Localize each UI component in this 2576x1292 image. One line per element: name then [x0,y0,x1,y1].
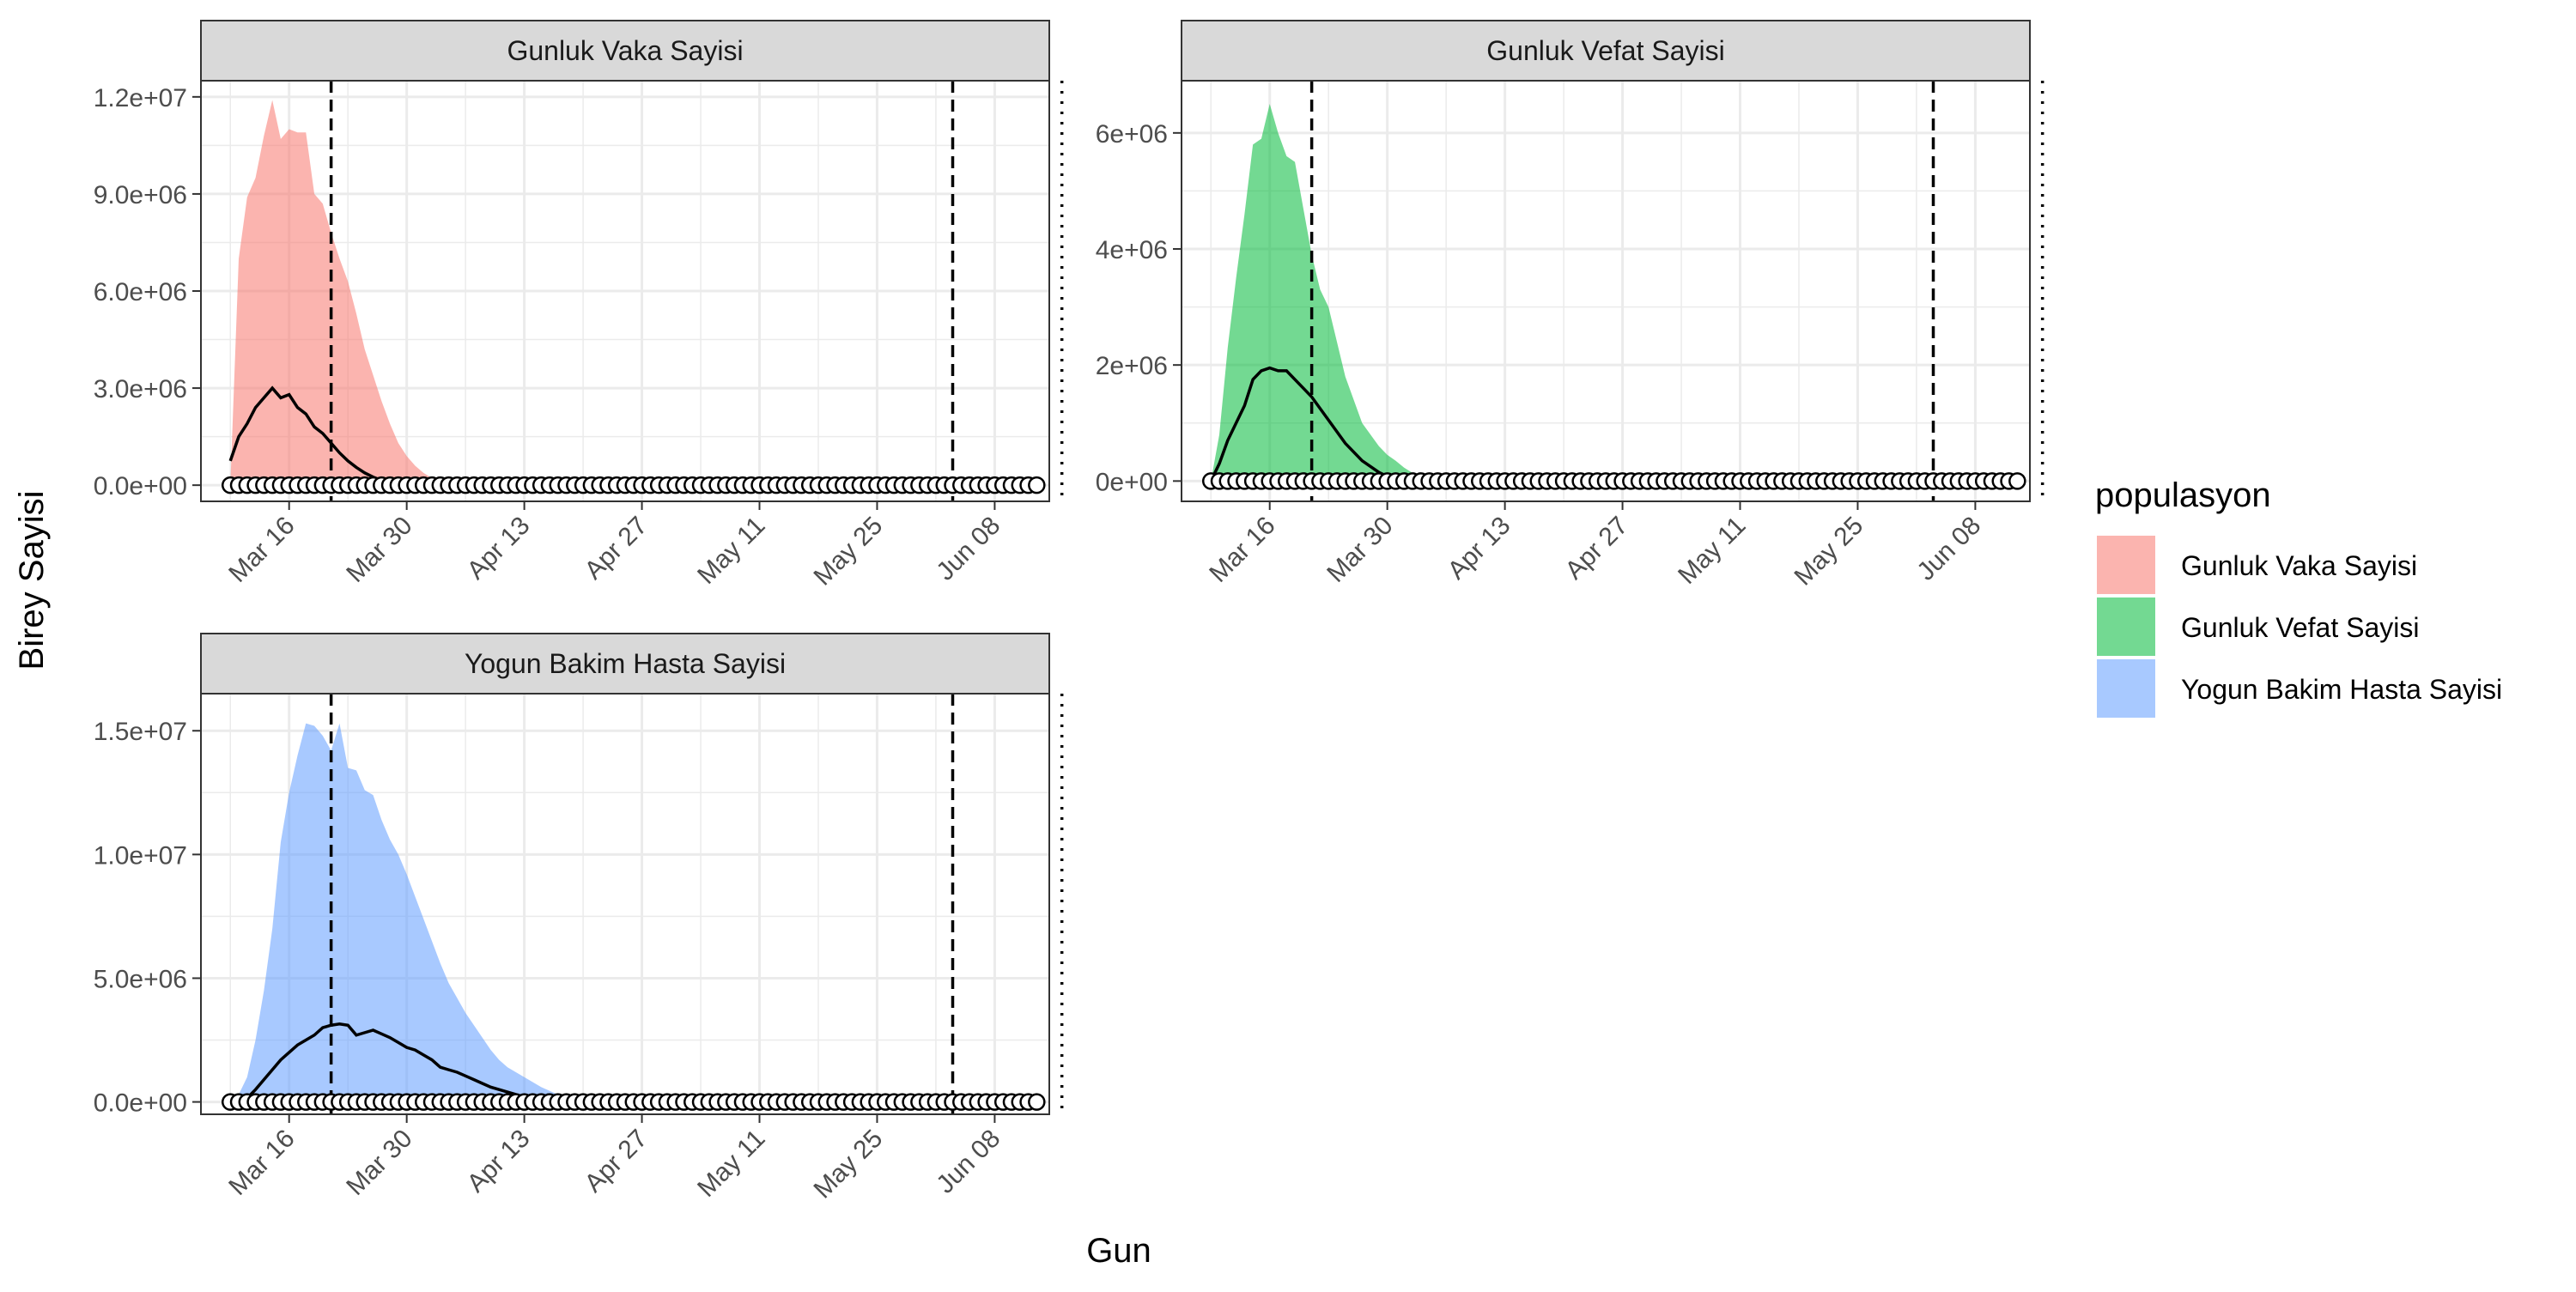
y-tick-label: 4e+06 [1096,236,1168,264]
data-point [1028,1093,1046,1111]
x-tick-label: Jun 08 [1911,512,1986,586]
x-tick-label: Apr 13 [462,1125,536,1198]
legend-key [2097,597,2155,656]
x-tick-label: Mar 16 [1204,512,1280,588]
x-tick-label: Apr 27 [1560,512,1634,585]
x-tick-label: May 25 [809,512,889,591]
legend-label: Gunluk Vaka Sayisi [2181,550,2417,581]
legend-key [2097,536,2155,594]
x-tick-label: Mar 30 [341,1125,417,1201]
x-tick-label: Mar 16 [223,1125,300,1201]
legend-label: Yogun Bakim Hasta Sayisi [2181,674,2502,705]
x-tick-label: Mar 30 [341,512,417,588]
x-tick-label: May 11 [692,1125,770,1203]
y-tick-label: 1.2e+07 [94,84,187,112]
y-tick-label: 1.5e+07 [94,718,187,746]
facet-strip-label: Gunluk Vaka Sayisi [507,35,743,66]
data-point [1028,476,1046,494]
y-tick-label: 6.0e+06 [94,278,187,306]
x-tick-label: Apr 27 [580,1125,653,1198]
x-tick-label: Jun 08 [931,512,1005,586]
y-tick-label: 6e+06 [1096,120,1168,149]
facet-strip-label: Yogun Bakim Hasta Sayisi [465,648,786,679]
x-tick-label: May 25 [809,1125,889,1204]
x-axis-title: Gun [1086,1232,1151,1270]
panel-border [200,693,1050,1115]
y-tick-label: 2e+06 [1096,352,1168,380]
facet-strip [1181,20,2031,82]
area-band [1211,104,1447,482]
x-tick-label: Jun 08 [931,1125,1005,1199]
median-line [229,1022,567,1104]
data-point [2008,472,2026,490]
facet-strip [200,20,1050,82]
panel-3: Yogun Bakim Hasta Sayisi 0.0e+00 5.0e+06 1.… [94,633,1064,1204]
panel-border [1181,80,2031,502]
y-tick-label: 9.0e+06 [94,181,187,209]
facet-strip-label: Gunluk Vefat Sayisi [1486,35,1724,66]
area-band [230,100,474,486]
legend-key [2097,659,2155,718]
legend-label: Gunluk Vefat Sayisi [2181,612,2419,643]
x-tick-label: May 11 [1673,512,1751,590]
y-tick-label: 3.0e+06 [94,375,187,403]
y-axis-title: Birey Sayisi [13,491,51,670]
y-tick-label: 0.0e+00 [94,472,187,500]
x-tick-label: Apr 13 [1443,512,1516,585]
x-tick-label: Mar 30 [1321,512,1398,588]
x-tick-label: Apr 27 [580,512,653,585]
legend-title: populasyon [2095,476,2271,514]
y-tick-label: 5.0e+06 [94,965,187,993]
x-tick-label: May 11 [692,512,770,590]
x-tick-label: Mar 16 [223,512,300,588]
x-tick-label: Apr 13 [462,512,536,585]
y-tick-label: 1.0e+07 [94,841,187,870]
legend: populasyon Gunluk Vaka Sayisi Gunluk Vefa… [2095,476,2502,718]
area-band [230,723,592,1102]
y-tick-label: 0.0e+00 [94,1089,187,1118]
panel-2: Gunluk Vefat Sayisi 0e+00 2e+06 4e+06 6e+06 M… [1096,20,2044,591]
facet-strip [200,633,1050,695]
x-tick-label: May 25 [1789,512,1869,591]
panel-1: Gunluk Vaka Sayisi 0.0e+00 3.0e+06 6.0e+06 9… [94,20,1064,591]
y-tick-label: 0e+00 [1096,468,1168,496]
